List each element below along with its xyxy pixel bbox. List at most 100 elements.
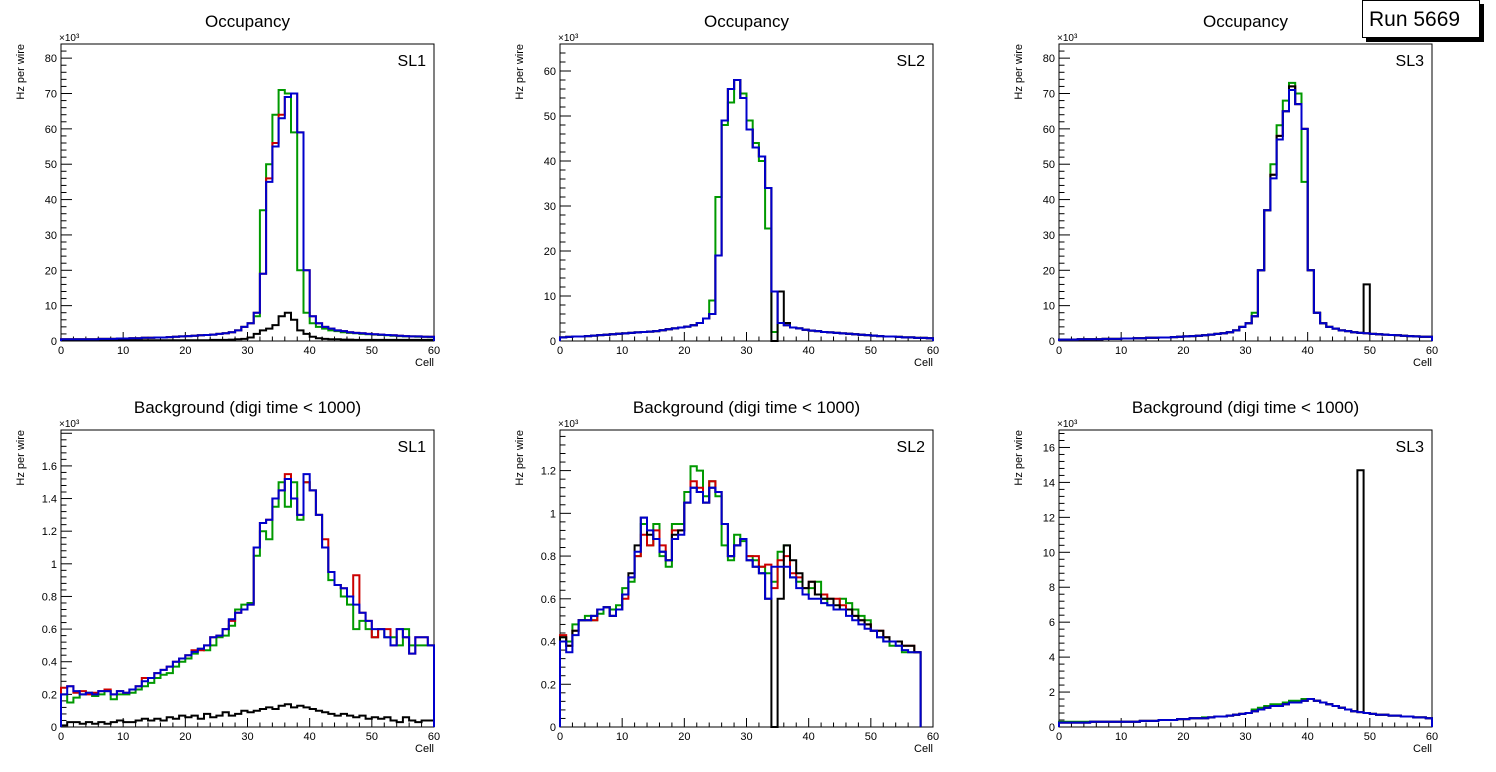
x-tick-label: 30 bbox=[241, 731, 253, 743]
y-tick-label: 1 bbox=[51, 559, 57, 571]
x-axis-label: Cell bbox=[914, 743, 933, 755]
y-tick-label: 40 bbox=[1043, 195, 1055, 207]
y-axis-label: Hz per wire bbox=[1013, 44, 1025, 100]
x-tick-label: 20 bbox=[179, 345, 191, 357]
y-tick-label: 20 bbox=[1043, 265, 1055, 277]
histogram-black bbox=[1058, 85, 1433, 341]
histogram-red bbox=[559, 480, 922, 727]
x-tick-label: 10 bbox=[616, 731, 628, 743]
y-tick-label: 30 bbox=[45, 230, 57, 242]
x-tick-label: 50 bbox=[865, 731, 877, 743]
y-tick-label: 0 bbox=[550, 722, 556, 734]
chart-title: Background (digi time < 1000) bbox=[1132, 398, 1359, 417]
plot-frame bbox=[559, 43, 934, 342]
chart-occ-sl1: Occupancy SL1 Cell Hz per wire ×10³ 0 10 20 30 40… bbox=[15, 12, 440, 369]
superlayer-label: SL3 bbox=[1396, 53, 1425, 70]
y-tick-label: 60 bbox=[45, 124, 57, 136]
y-axis-label: Hz per wire bbox=[514, 430, 526, 486]
y-tick-label: 80 bbox=[1043, 53, 1055, 65]
superlayer-label: SL1 bbox=[398, 53, 427, 70]
x-axis-label: Cell bbox=[415, 357, 434, 369]
histogram-green bbox=[60, 89, 435, 341]
y-tick-label: 1 bbox=[550, 508, 556, 520]
x-axis-label: Cell bbox=[1413, 743, 1432, 755]
histogram-blue bbox=[1058, 698, 1433, 727]
plot-frame bbox=[60, 43, 435, 342]
x-tick-label: 10 bbox=[1115, 345, 1127, 357]
plot-frame bbox=[1058, 43, 1433, 342]
chart-bkg-sl1: Background (digi time < 1000) SL1 Cell Hz p… bbox=[15, 398, 440, 755]
x-tick-label: 50 bbox=[1364, 731, 1376, 743]
y-tick-label: 30 bbox=[544, 201, 556, 213]
y-tick-label: 0 bbox=[1049, 722, 1055, 734]
y-tick-label: 0.4 bbox=[42, 657, 57, 669]
y-axis-label: Hz per wire bbox=[15, 44, 27, 100]
chart-title: Occupancy bbox=[205, 12, 291, 31]
chart-title: Background (digi time < 1000) bbox=[134, 398, 361, 417]
y-tick-label: 10 bbox=[1043, 301, 1055, 313]
x-tick-label: 20 bbox=[179, 731, 191, 743]
plot-frame bbox=[60, 429, 435, 728]
x-tick-label: 20 bbox=[678, 731, 690, 743]
y-tick-label: 1.2 bbox=[541, 466, 556, 478]
y-tick-label: 1.6 bbox=[42, 461, 57, 473]
histogram-blue bbox=[60, 473, 435, 727]
chart-title: Background (digi time < 1000) bbox=[633, 398, 860, 417]
y-tick-label: 50 bbox=[544, 111, 556, 123]
x-tick-label: 10 bbox=[117, 345, 129, 357]
x-tick-label: 40 bbox=[304, 731, 316, 743]
y-axis-label: Hz per wire bbox=[514, 44, 526, 100]
y-tick-label: 0 bbox=[51, 336, 57, 348]
y-tick-label: 0.2 bbox=[42, 689, 57, 701]
x-tick-label: 50 bbox=[366, 731, 378, 743]
y-tick-label: 10 bbox=[1043, 547, 1055, 559]
y-tick-label: 40 bbox=[544, 156, 556, 168]
chart-occ-sl2: Occupancy SL2 Cell Hz per wire ×10³ 0 10 20 30 40… bbox=[514, 12, 939, 369]
y-tick-label: 0.4 bbox=[541, 637, 556, 649]
y-tick-label: 20 bbox=[45, 265, 57, 277]
y-tick-label: 4 bbox=[1049, 652, 1055, 664]
y-tick-label: 2 bbox=[1049, 687, 1055, 699]
histogram-blue bbox=[559, 79, 934, 341]
y-axis-multiplier: ×10³ bbox=[558, 33, 579, 44]
plot-frame bbox=[1058, 429, 1433, 728]
x-tick-label: 60 bbox=[927, 345, 939, 357]
x-tick-label: 20 bbox=[1177, 731, 1189, 743]
x-tick-label: 10 bbox=[616, 345, 628, 357]
y-tick-label: 10 bbox=[544, 291, 556, 303]
histogram-black bbox=[60, 311, 435, 342]
x-tick-label: 30 bbox=[241, 345, 253, 357]
histogram-green bbox=[60, 481, 435, 727]
y-tick-label: 0.8 bbox=[42, 591, 57, 603]
y-tick-label: 12 bbox=[1043, 512, 1055, 524]
x-tick-label: 40 bbox=[803, 345, 815, 357]
y-tick-label: 0 bbox=[51, 722, 57, 734]
histogram-blue bbox=[559, 486, 922, 727]
y-tick-label: 70 bbox=[45, 89, 57, 101]
histogram-green bbox=[1058, 81, 1433, 341]
histogram-black bbox=[559, 486, 922, 728]
chart-bkg-sl3: Background (digi time < 1000) SL3 Cell Hz p… bbox=[1013, 398, 1438, 755]
plot-frame bbox=[559, 429, 934, 728]
x-tick-label: 60 bbox=[428, 731, 440, 743]
y-tick-label: 6 bbox=[1049, 617, 1055, 629]
histogram-blue bbox=[1058, 89, 1433, 341]
x-tick-label: 0 bbox=[1056, 345, 1062, 357]
y-tick-label: 0 bbox=[550, 336, 556, 348]
y-tick-label: 0.2 bbox=[541, 679, 556, 691]
y-tick-label: 0.8 bbox=[541, 551, 556, 563]
y-tick-label: 60 bbox=[1043, 124, 1055, 136]
y-axis-multiplier: ×10³ bbox=[1057, 419, 1078, 430]
y-axis-label: Hz per wire bbox=[15, 430, 27, 486]
x-tick-label: 0 bbox=[557, 345, 563, 357]
x-tick-label: 10 bbox=[117, 731, 129, 743]
x-tick-label: 30 bbox=[1239, 345, 1251, 357]
histogram-black bbox=[60, 703, 435, 727]
x-tick-label: 60 bbox=[1426, 731, 1438, 743]
y-axis-multiplier: ×10³ bbox=[1057, 33, 1078, 44]
x-tick-label: 0 bbox=[557, 731, 563, 743]
y-tick-label: 10 bbox=[45, 301, 57, 313]
chart-occ-sl3: Occupancy SL3 Cell Hz per wire ×10³ 0 10 20 30 40… bbox=[1013, 12, 1438, 369]
y-tick-label: 0.6 bbox=[42, 624, 57, 636]
y-axis-label: Hz per wire bbox=[1013, 430, 1025, 486]
